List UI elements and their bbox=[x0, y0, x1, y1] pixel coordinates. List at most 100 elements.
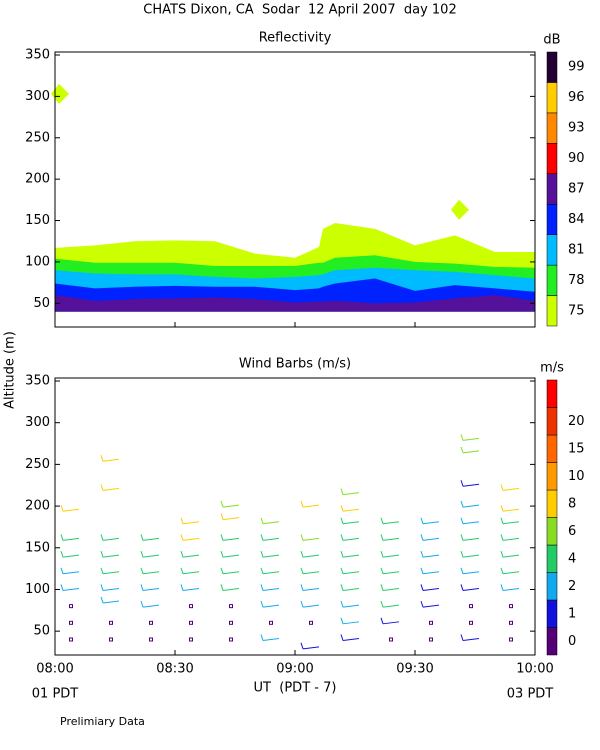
wind-barb bbox=[460, 500, 480, 508]
calm-marker bbox=[69, 637, 73, 642]
wind-barb bbox=[420, 534, 440, 541]
wind-barb bbox=[340, 567, 360, 575]
wind-barb bbox=[460, 480, 480, 487]
colorbar-label: 6 bbox=[568, 524, 576, 539]
wind-barb bbox=[420, 600, 440, 608]
calm-marker bbox=[109, 620, 113, 625]
calm-marker bbox=[429, 620, 433, 625]
wind-barb bbox=[300, 600, 320, 608]
colorbar-label: 15 bbox=[568, 441, 585, 456]
panel-title: Wind Barbs (m/s) bbox=[239, 357, 351, 372]
wind-barb bbox=[260, 600, 280, 608]
y-tick-label: 200 bbox=[25, 172, 50, 187]
y-tick-label: 300 bbox=[25, 89, 50, 104]
wind-barb bbox=[260, 634, 280, 641]
wind-barb bbox=[460, 550, 480, 558]
wind-barb bbox=[340, 584, 360, 591]
x-tick-label: 09:30 bbox=[396, 662, 433, 677]
wind-barb bbox=[260, 584, 280, 591]
wind-barb bbox=[300, 584, 320, 591]
x-tick-label: 09:00 bbox=[276, 662, 313, 677]
y-tick-label: 300 bbox=[25, 415, 50, 430]
colorbar-box bbox=[546, 379, 558, 408]
colorbar-label: 0 bbox=[568, 634, 576, 649]
calm-marker bbox=[509, 637, 513, 642]
wind-barb bbox=[500, 484, 520, 491]
colorbar-label: 2 bbox=[568, 579, 576, 594]
wind-barb bbox=[100, 534, 120, 541]
reflectivity-spot bbox=[451, 199, 469, 220]
wind-barb bbox=[300, 500, 320, 508]
wind-barb bbox=[380, 584, 400, 591]
colorbar-label: 87 bbox=[568, 182, 585, 197]
calm-marker bbox=[309, 620, 313, 625]
wind-barb bbox=[260, 550, 280, 558]
wind-barb bbox=[260, 517, 280, 525]
wind-barb bbox=[100, 567, 120, 575]
wind-barb bbox=[220, 567, 240, 575]
colorbar-box bbox=[546, 462, 558, 491]
colorbar-label: 75 bbox=[568, 303, 585, 318]
colorbar-label: 8 bbox=[568, 496, 576, 511]
wind-barb bbox=[100, 484, 120, 491]
colorbar-box bbox=[546, 407, 558, 436]
y-tick-label: 50 bbox=[33, 296, 50, 311]
calm-marker bbox=[229, 620, 233, 625]
wind-barb bbox=[460, 534, 480, 541]
colorbar-label: 93 bbox=[568, 121, 585, 136]
colorbar-label: 99 bbox=[568, 60, 585, 75]
y-axis-label: Altitude (m) bbox=[3, 331, 18, 409]
wind-barb bbox=[180, 534, 200, 541]
calm-marker bbox=[189, 604, 193, 609]
calm-marker bbox=[149, 620, 153, 625]
colorbar-box bbox=[546, 489, 558, 518]
colorbar-box bbox=[546, 51, 558, 83]
wind-barb bbox=[460, 567, 480, 575]
calm-marker bbox=[149, 637, 153, 642]
wind-barb bbox=[340, 600, 360, 608]
colorbar-box bbox=[546, 544, 558, 573]
colorbar-unit: dB bbox=[543, 33, 560, 48]
wind-barb bbox=[460, 634, 480, 641]
y-tick-label: 200 bbox=[25, 499, 50, 514]
wind-barb bbox=[500, 505, 520, 512]
calm-marker bbox=[389, 637, 393, 642]
wind-barb bbox=[220, 550, 240, 558]
wind-barb bbox=[140, 567, 160, 575]
wind-barb bbox=[140, 600, 160, 608]
colorbar-box bbox=[546, 572, 558, 601]
colorbar-label: 10 bbox=[568, 469, 585, 484]
x-start-note: 01 PDT bbox=[32, 687, 79, 702]
wind-barb bbox=[340, 617, 360, 625]
colorbar-box bbox=[546, 434, 558, 463]
figure-title: CHATS Dixon, CA Sodar 12 April 2007 day … bbox=[143, 3, 456, 18]
wind-barb bbox=[140, 550, 160, 558]
reflectivity-spot bbox=[51, 83, 69, 104]
wind-barb bbox=[300, 642, 320, 650]
colorbar-label: 20 bbox=[568, 414, 585, 429]
wind-barb bbox=[60, 567, 80, 575]
colorbar-label: 78 bbox=[568, 273, 585, 288]
wind-barb bbox=[300, 534, 320, 541]
colorbar-label: 90 bbox=[568, 151, 585, 166]
wind-barb bbox=[220, 534, 240, 541]
x-axis-label: UT (PDT - 7) bbox=[254, 681, 337, 696]
wind-barb bbox=[260, 567, 280, 575]
wind-barb bbox=[60, 534, 80, 541]
wind-barb bbox=[420, 567, 440, 575]
wind-barb bbox=[220, 513, 240, 521]
calm-marker bbox=[509, 620, 513, 625]
wind-barb bbox=[260, 534, 280, 541]
colorbar-box bbox=[546, 173, 558, 205]
wind-barb bbox=[460, 446, 480, 454]
wind-barb bbox=[380, 600, 400, 608]
y-tick-label: 150 bbox=[25, 540, 50, 555]
calm-marker bbox=[509, 604, 513, 609]
wind-barb bbox=[180, 584, 200, 591]
wind-barb bbox=[340, 634, 360, 641]
y-tick-label: 150 bbox=[25, 213, 50, 228]
calm-marker bbox=[269, 620, 273, 625]
colorbar-box bbox=[546, 627, 558, 656]
colorbar-box bbox=[546, 203, 558, 235]
